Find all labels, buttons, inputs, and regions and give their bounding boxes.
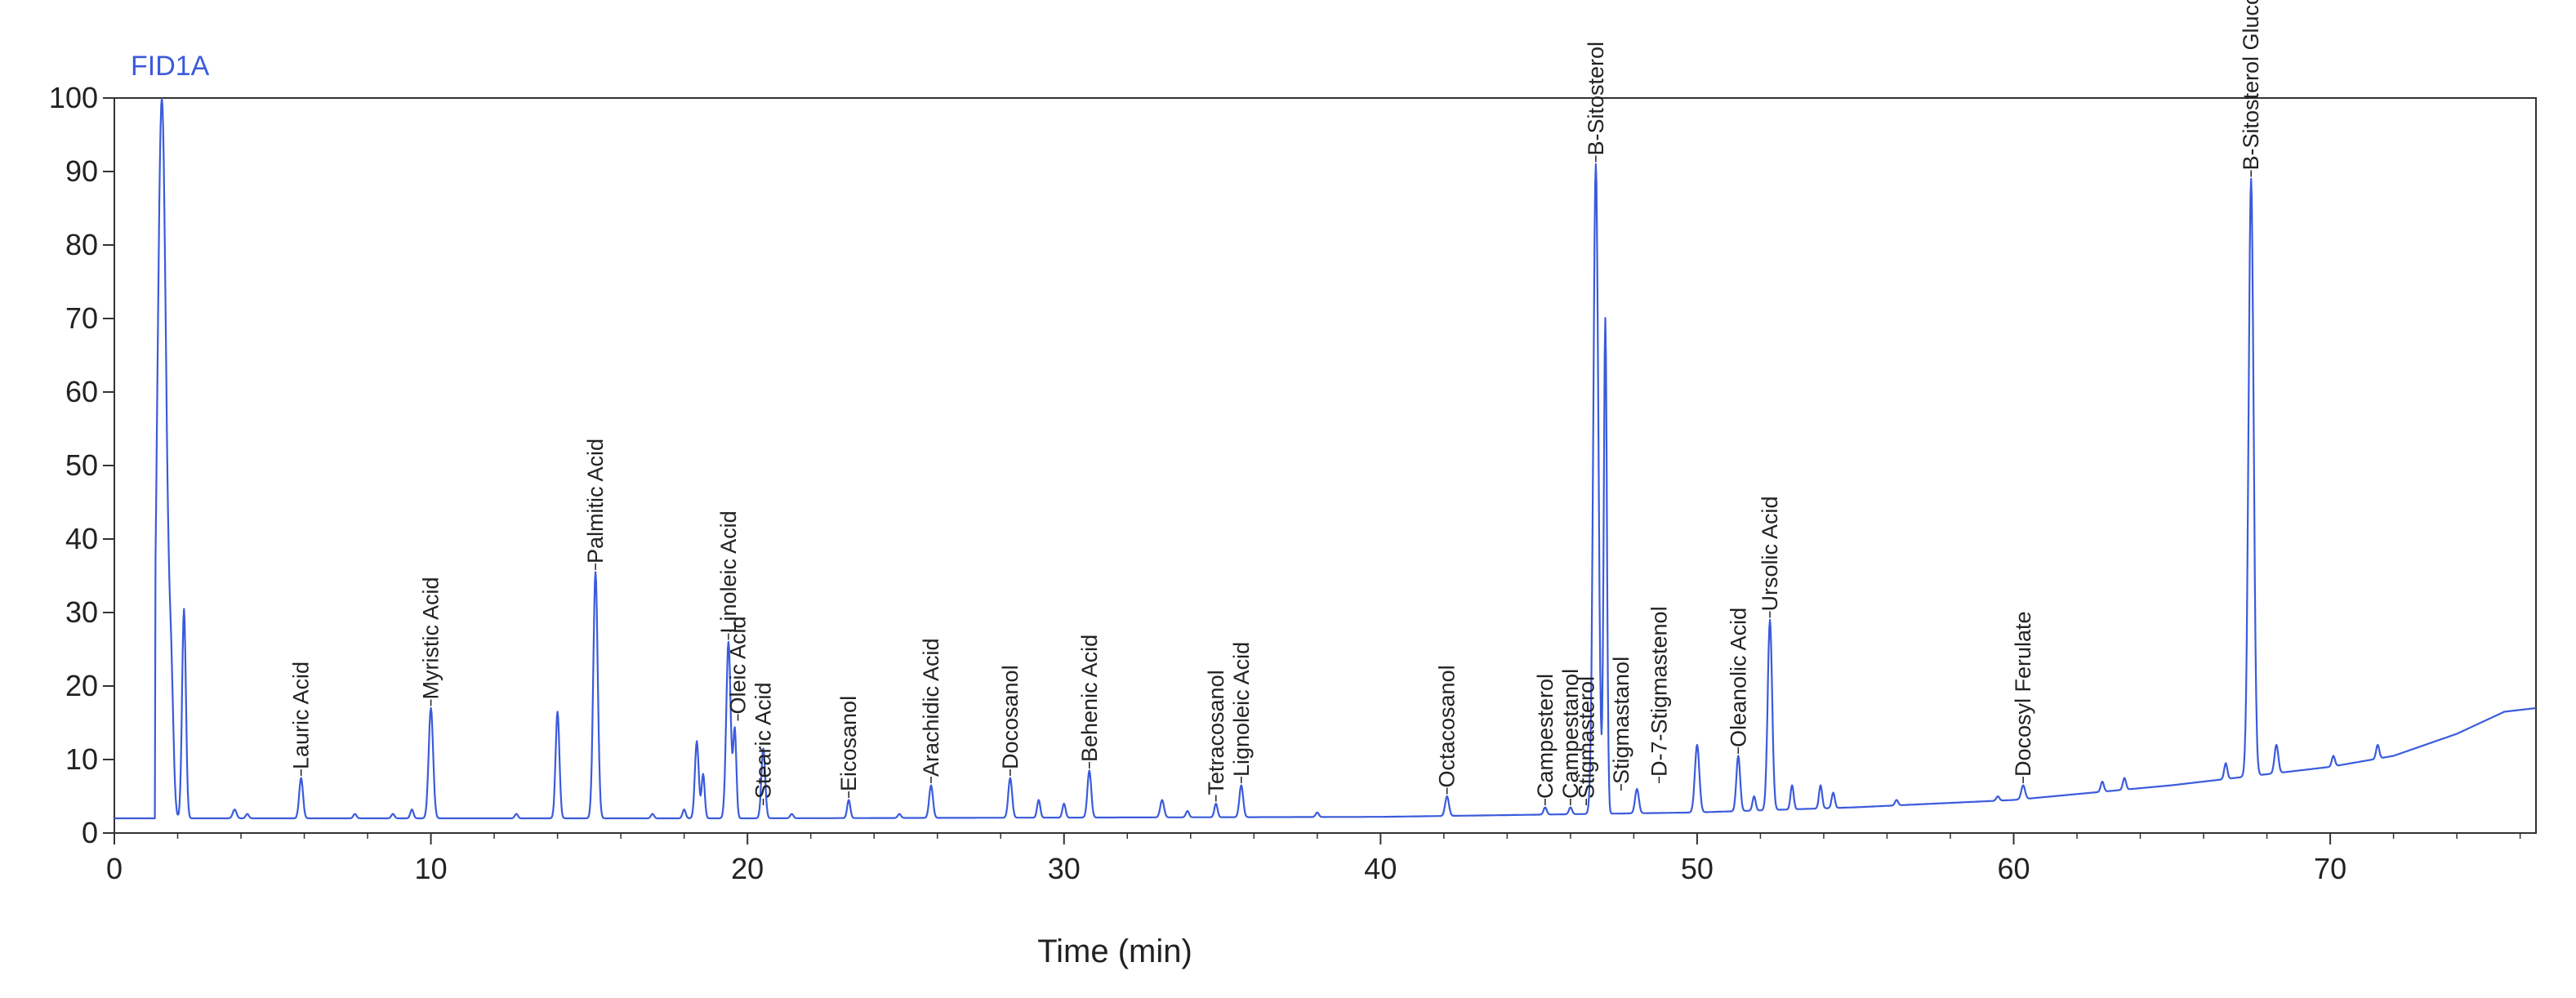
peak-label: Docosanol [998, 665, 1023, 769]
x-tick-label: 10 [415, 852, 448, 885]
peak-label: B-Sitosterol Glucosid [2239, 0, 2263, 171]
y-tick-label: 40 [65, 522, 98, 555]
y-tick-label: 0 [82, 816, 98, 849]
peak-label: B-Sitosterol [1584, 42, 1608, 156]
peak-label: Ursolic Acid [1758, 496, 1782, 611]
peak-label: Palmitic Acid [583, 439, 608, 564]
y-tick-label: 70 [65, 301, 98, 335]
peak-label: Oleic Acid [726, 616, 751, 714]
peak-label: Campesterol [1533, 674, 1558, 799]
y-tick-label: 30 [65, 595, 98, 629]
peak-label: Stigmastanol [1609, 657, 1633, 784]
y-tick-label: 50 [65, 448, 98, 482]
x-tick-label: 70 [2314, 852, 2346, 885]
peak-label: Behenic Acid [1077, 635, 1102, 762]
y-tick-label: 10 [65, 742, 98, 776]
chromatogram-trace [114, 98, 2536, 820]
peak-label: Linoleic Acid [716, 510, 741, 633]
peak-label: Tetracosanol [1204, 670, 1228, 795]
peak-label: Lignoleic Acid [1229, 642, 1254, 777]
x-tick-label: 40 [1364, 852, 1397, 885]
trace-name: FID1A [131, 51, 210, 82]
peak-label: Eicosanol [836, 696, 861, 791]
peak-label: Arachidic Acid [919, 638, 943, 777]
peak-label: Myristic Acid [419, 577, 443, 699]
y-tick-label: 100 [49, 81, 98, 114]
peak-label: Stigmasterol [1574, 676, 1598, 799]
peak-label: Octacosanol [1435, 665, 1460, 787]
x-tick-label: 20 [731, 852, 764, 885]
y-tick-label: 80 [65, 228, 98, 261]
x-tick-label: 0 [106, 852, 123, 885]
peak-label: Stearic Acid [751, 682, 776, 799]
y-tick-label: 60 [65, 375, 98, 408]
peak-label: Oleanolic Acid [1726, 608, 1750, 747]
peak-label: Lauric Acid [289, 662, 314, 769]
plot-frame [114, 97, 2537, 834]
x-axis-title: Time (min) [1037, 933, 1192, 969]
x-tick-label: 30 [1048, 852, 1081, 885]
peak-label: Campestanol [1558, 669, 1583, 799]
x-tick-label: 60 [1997, 852, 2030, 885]
y-tick-label: 90 [65, 154, 98, 188]
peak-label: D-7-Stigmastenol [1647, 606, 1671, 777]
x-tick-label: 50 [1681, 852, 1714, 885]
peak-label: Docosyl Ferulate [2011, 611, 2035, 777]
y-tick-label: 20 [65, 669, 98, 702]
